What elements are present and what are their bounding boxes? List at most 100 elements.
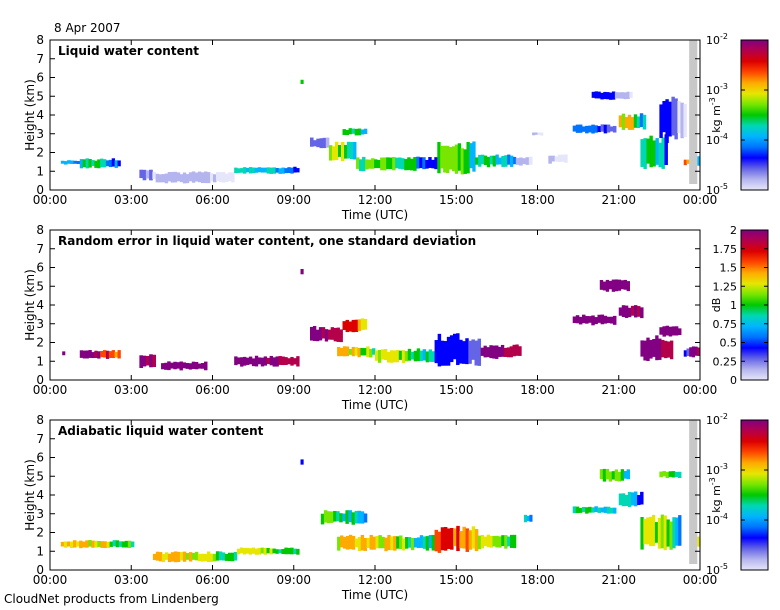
data-column [377, 350, 382, 363]
data-column [422, 536, 427, 549]
data-segment [640, 514, 682, 551]
data-column [410, 158, 414, 171]
data-column [640, 307, 644, 319]
data-column [425, 351, 430, 363]
data-column [310, 326, 314, 341]
data-column [357, 319, 362, 331]
data-column [387, 534, 391, 551]
y-tick-label: 0 [36, 373, 44, 387]
data-column [117, 160, 121, 167]
data-column [342, 513, 346, 522]
data-column [245, 167, 250, 173]
data-segment [310, 137, 330, 149]
data-column [60, 541, 65, 547]
data-column [623, 92, 627, 100]
data-column [164, 362, 168, 370]
data-column [697, 536, 701, 547]
data-column [354, 510, 359, 524]
data-column [300, 268, 304, 275]
data-segment [683, 348, 690, 357]
data-column [369, 348, 373, 358]
data-column [173, 171, 178, 183]
data-column [251, 358, 256, 367]
data-column [218, 551, 223, 561]
data-column [111, 158, 116, 167]
data-column [617, 471, 622, 482]
data-column [594, 91, 598, 99]
data-column [495, 535, 499, 548]
data-column [100, 158, 104, 168]
data-column [624, 305, 629, 318]
y-tick-label: 4 [36, 108, 44, 122]
data-column [523, 514, 528, 523]
y-tick-label: 0 [36, 563, 44, 577]
data-column [76, 160, 81, 165]
data-column [660, 514, 665, 549]
data-segment [572, 506, 617, 514]
data-column [88, 159, 92, 168]
data-column [315, 329, 320, 342]
data-column [161, 554, 166, 563]
data-column [620, 92, 624, 99]
data-column [585, 125, 589, 134]
data-column [340, 348, 344, 357]
data-column [188, 172, 193, 182]
data-column [665, 99, 669, 143]
data-column [240, 168, 244, 173]
data-column [643, 518, 647, 545]
data-column [518, 346, 522, 356]
data-column [363, 538, 368, 551]
data-column [363, 348, 367, 356]
data-column [640, 517, 644, 550]
data-column [357, 128, 362, 136]
data-column [612, 315, 617, 325]
data-segment [328, 141, 357, 161]
data-column [85, 158, 89, 169]
data-column [272, 548, 276, 554]
data-column [591, 91, 595, 98]
data-column [489, 345, 493, 359]
data-column [668, 471, 673, 477]
data-column [369, 534, 373, 550]
data-column [354, 319, 359, 332]
data-column [486, 534, 490, 548]
data-column [97, 540, 101, 548]
data-column [242, 547, 247, 555]
data-column [594, 125, 598, 133]
data-column [413, 538, 418, 548]
data-column [112, 540, 117, 547]
data-column [605, 279, 610, 292]
data-column [161, 174, 166, 183]
x-axis-label: Time (UTC) [341, 398, 408, 412]
data-column [320, 513, 325, 525]
colorbar-gradient [740, 229, 769, 381]
data-column [666, 519, 670, 547]
data-column [272, 357, 276, 367]
data-column [200, 172, 205, 184]
data-column [471, 339, 475, 360]
data-column [416, 156, 420, 169]
data-column [351, 536, 356, 550]
colorbar-label: dB [710, 298, 723, 313]
data-column [103, 350, 107, 358]
missing-data-band [689, 420, 698, 564]
data-column [336, 327, 340, 342]
x-tick-label: 00:00 [33, 573, 68, 587]
data-column [63, 161, 68, 165]
data-column [392, 156, 396, 171]
data-column [575, 506, 580, 514]
data-column [91, 160, 95, 166]
data-column [60, 160, 65, 164]
data-column [293, 358, 297, 365]
data-column [197, 171, 202, 183]
data-column [353, 142, 357, 160]
data-column [341, 141, 345, 161]
panel-title: Random error in liquid water content, on… [58, 234, 476, 248]
data-segment [155, 171, 235, 184]
data-column [360, 534, 365, 551]
data-column [649, 516, 653, 547]
data-column [554, 156, 559, 162]
data-column [227, 552, 232, 562]
data-column [356, 157, 360, 169]
data-segment [320, 510, 368, 525]
